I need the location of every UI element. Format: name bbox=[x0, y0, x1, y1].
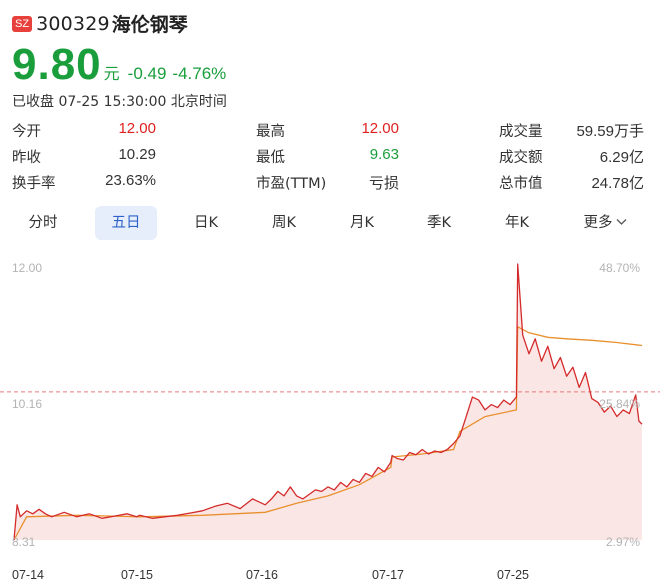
stat-value-pe-ttm: 亏损 bbox=[368, 175, 399, 192]
stock-header: SZ 300329 海伦钢琴 bbox=[12, 10, 188, 37]
stat-label-prev-close: 昨收 bbox=[12, 150, 41, 166]
y-right-tick: 2.97% bbox=[606, 535, 640, 549]
price-row: 9.80 元 -0.49 -4.76% bbox=[12, 40, 226, 90]
y-right-tick: 48.70% bbox=[599, 261, 640, 275]
avg-series bbox=[13, 325, 643, 541]
tab-five-day[interactable]: 五日 bbox=[95, 206, 157, 240]
tab-yearly-k[interactable]: 年K bbox=[504, 215, 529, 231]
stat-value-market-cap: 24.78亿 bbox=[591, 175, 644, 192]
x-tick: 07-14 bbox=[12, 568, 44, 582]
y-right-tick: 25.84% bbox=[599, 397, 640, 411]
chart-period-tabs: 分时 五日 日K 周K 月K 季K 年K 更多 bbox=[0, 206, 660, 240]
stat-label-volume: 成交量 bbox=[499, 124, 543, 140]
average-price-line bbox=[13, 325, 643, 541]
five-day-chart[interactable]: 12.00 10.16 8.31 48.70% 25.84% 2.97% 07-14 07-1… bbox=[0, 250, 660, 587]
price-line bbox=[13, 263, 643, 541]
stats-grid: 今开 12.00 最高 12.00 成交量 59.59万手 昨收 10.29 最… bbox=[12, 120, 644, 198]
axis-labels: 12.00 10.16 8.31 48.70% 25.84% 2.97% 07-14 07-1… bbox=[12, 261, 640, 582]
stat-value-open: 12.00 bbox=[118, 120, 156, 137]
price-change-percent: -4.76% bbox=[172, 64, 227, 83]
stats-row: 昨收 10.29 最低 9.63 成交额 6.29亿 bbox=[12, 146, 644, 172]
stats-row: 今开 12.00 最高 12.00 成交量 59.59万手 bbox=[12, 120, 644, 146]
current-price: 9.80 bbox=[12, 40, 102, 89]
tab-intraday[interactable]: 分时 bbox=[28, 215, 58, 231]
stat-value-prev-close: 10.29 bbox=[118, 146, 156, 163]
stat-value-high: 12.00 bbox=[361, 120, 399, 137]
tab-more[interactable]: 更多 bbox=[570, 206, 640, 240]
tab-monthly-k[interactable]: 月K bbox=[349, 215, 374, 231]
x-tick: 07-16 bbox=[246, 568, 278, 582]
stats-row: 换手率 23.63% 市盈(TTM) 亏损 总市值 24.78亿 bbox=[12, 172, 644, 198]
x-tick: 07-15 bbox=[121, 568, 153, 582]
price-series bbox=[13, 263, 643, 541]
x-tick: 07-17 bbox=[372, 568, 404, 582]
stock-code: 300329 bbox=[36, 12, 110, 35]
stat-value-volume: 59.59万手 bbox=[576, 123, 644, 140]
stock-name: 海伦钢琴 bbox=[111, 14, 188, 36]
y-left-tick: 10.16 bbox=[12, 397, 42, 411]
stat-value-low: 9.63 bbox=[369, 146, 399, 163]
chevron-down-icon bbox=[616, 219, 626, 225]
price-area-fill bbox=[14, 264, 642, 540]
market-badge: SZ bbox=[12, 15, 33, 32]
tab-daily-k[interactable]: 日K bbox=[193, 215, 218, 231]
stat-label-market-cap: 总市值 bbox=[499, 176, 543, 192]
stat-value-turnover-amount: 6.29亿 bbox=[599, 149, 644, 166]
x-tick: 07-25 bbox=[497, 568, 529, 582]
stat-label-high: 最高 bbox=[256, 124, 285, 140]
stat-value-turnover-rate: 23.63% bbox=[105, 172, 156, 189]
price-change: -0.49 bbox=[127, 64, 167, 83]
y-left-tick: 12.00 bbox=[12, 261, 42, 275]
tab-more-label: 更多 bbox=[583, 215, 613, 231]
y-left-tick: 8.31 bbox=[12, 535, 36, 549]
market-status: 已收盘 07-25 15:30:00 北京时间 bbox=[12, 94, 227, 110]
stat-label-turnover-rate: 换手率 bbox=[12, 176, 56, 192]
stat-label-pe-ttm: 市盈(TTM) bbox=[256, 176, 327, 192]
tab-quarterly-k[interactable]: 季K bbox=[426, 215, 451, 231]
stat-label-turnover-amount: 成交额 bbox=[499, 150, 543, 166]
price-area bbox=[14, 264, 642, 540]
tab-weekly-k[interactable]: 周K bbox=[271, 215, 296, 231]
price-unit: 元 bbox=[103, 64, 120, 83]
stat-label-open: 今开 bbox=[12, 124, 41, 140]
stat-label-low: 最低 bbox=[256, 150, 285, 166]
